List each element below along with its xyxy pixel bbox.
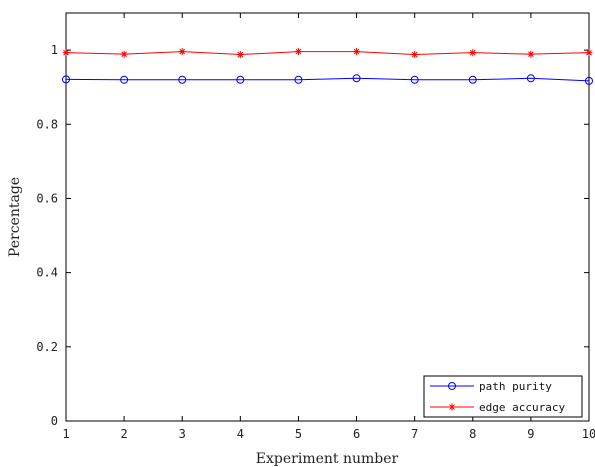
y-tick-label: 0.2 xyxy=(36,340,58,354)
x-tick-label: 10 xyxy=(582,427,595,441)
y-tick-label: 0.8 xyxy=(36,117,58,131)
x-tick-label: 4 xyxy=(237,427,244,441)
legend-label: path purity xyxy=(479,380,552,393)
x-tick-label: 3 xyxy=(179,427,186,441)
x-tick-label: 1 xyxy=(62,427,69,441)
legend-label: edge accuracy xyxy=(479,401,565,414)
data-point-path-purity xyxy=(236,75,245,84)
x-tick-label: 9 xyxy=(527,427,534,441)
data-point-path-purity xyxy=(468,75,477,84)
y-axis: 0 0.2 0.4 0.6 0.8 1 xyxy=(36,43,589,428)
data-point-path-purity xyxy=(178,75,187,84)
x-tick-label: 7 xyxy=(411,427,418,441)
x-tick-label: 6 xyxy=(353,427,360,441)
x-tick-label: 5 xyxy=(295,427,302,441)
data-point-edge-accuracy xyxy=(527,50,535,58)
legend: path purity edge accuracy xyxy=(423,375,583,418)
data-point-edge-accuracy xyxy=(353,48,361,56)
x-tick-label: 2 xyxy=(120,427,127,441)
legend-marker-edge-accuracy xyxy=(448,403,456,411)
data-point-path-purity xyxy=(62,75,70,84)
data-point-path-purity xyxy=(294,75,303,84)
x-tick-label: 8 xyxy=(469,427,476,441)
series-layer xyxy=(62,48,593,85)
y-axis-label: Percentage xyxy=(7,177,23,257)
series-line-edge-accuracy xyxy=(65,51,590,56)
data-point-edge-accuracy xyxy=(411,51,419,59)
data-point-path-purity xyxy=(410,75,419,84)
x-axis-label: Experiment number xyxy=(256,451,399,467)
data-point-path-purity xyxy=(120,75,129,84)
data-point-path-purity xyxy=(585,76,593,85)
y-tick-label: 0.6 xyxy=(36,191,58,205)
data-point-path-purity xyxy=(352,74,361,83)
y-tick-label: 1 xyxy=(51,43,58,57)
series-line-path-purity xyxy=(65,77,590,82)
data-point-edge-accuracy xyxy=(178,48,186,56)
data-point-edge-accuracy xyxy=(294,48,302,56)
data-point-path-purity xyxy=(526,74,535,83)
data-point-edge-accuracy xyxy=(469,49,477,57)
data-point-edge-accuracy xyxy=(62,49,70,57)
data-point-edge-accuracy xyxy=(236,51,244,59)
data-point-edge-accuracy xyxy=(120,50,128,58)
y-tick-label: 0 xyxy=(51,414,58,428)
plot-area xyxy=(65,12,590,422)
data-point-edge-accuracy xyxy=(585,49,593,57)
legend-marker-path-purity xyxy=(448,382,456,390)
y-tick-label: 0.4 xyxy=(36,266,58,280)
